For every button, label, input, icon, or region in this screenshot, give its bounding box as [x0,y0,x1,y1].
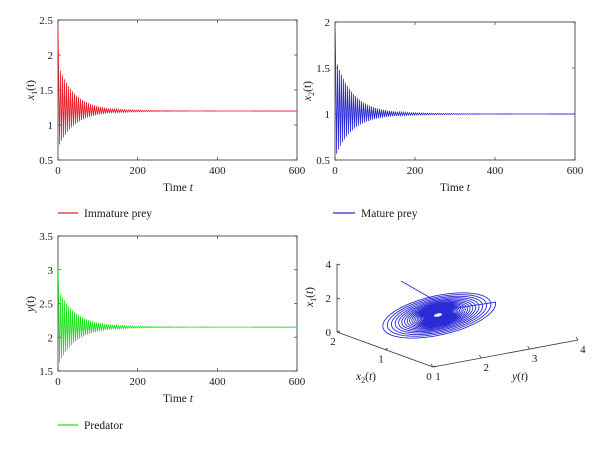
series-line-mature-prey [335,22,575,154]
y-tick-label: 1.5 [316,63,330,75]
y-tick-label: 1 [48,120,54,132]
x2-axis-label: x2(t) [355,371,376,385]
y-axis-label: y(t) [25,296,37,313]
x2-tick [384,348,389,350]
y-tick-label: 2.5 [39,15,53,27]
x1-tick [336,297,341,300]
y-tick-label: 0.5 [39,155,53,167]
y-tick-label: 2 [48,50,54,62]
tick-group: 0 200 400 600 1.5 2 2.5 3 3.5 [39,231,306,388]
y-tick [527,345,530,350]
y-tick-label: 2 [325,17,331,29]
legend-label: Immature prey [84,208,152,220]
x-axis-label: Time t [163,182,194,194]
x2-tick-label: 1 [378,354,384,366]
tick-group: 0 200 400 600 0.5 1 1.5 2 2.5 [39,15,306,177]
x-tick-label: 200 [129,165,146,177]
x-tick-label: 200 [407,165,424,177]
x2-tick [432,365,437,368]
y-tick-label: 3 [48,265,54,277]
x1-tick [336,263,341,266]
x-tick-label: 0 [332,165,338,177]
x1-tick [336,331,341,334]
x-tick-label: 0 [55,165,61,177]
y-tick [575,336,579,341]
y-tick-label: 1.5 [39,85,53,97]
panel-x2: 0 200 400 600 0.5 1 1.5 2 x2(t) Time t Mature p… [302,17,584,220]
x-tick-label: 0 [55,376,61,388]
y-tick-label: 1 [435,371,441,383]
y-tick-label: 1.5 [39,366,53,378]
x-tick-label: 600 [567,165,584,177]
x1-tick-label: 2 [326,293,332,305]
y-axis-label: y(t) [511,371,528,383]
z-axis-label: x1(t) [304,287,318,308]
x-tick-label: 200 [129,376,146,388]
phase-trajectory [382,280,497,339]
y-axis-label: x1(t) [25,80,39,101]
series-line-immature-prey [58,26,297,145]
y-tick-label: 3.5 [39,231,53,243]
panel-x1: 0 200 400 600 0.5 1 1.5 2 2.5 x1(t) Time t Immat… [25,15,306,220]
plot-frame [57,19,298,161]
legend-label: Predator [84,420,123,432]
x-tick-label: 600 [289,376,306,388]
x-tick-label: 400 [209,165,226,177]
x2-tick-label: 0 [426,371,432,383]
y-tick [430,363,434,368]
series-line-predator [58,266,297,363]
x-tick-label: 400 [209,376,226,388]
legend-label: Mature prey [361,208,418,220]
y-tick [479,354,482,359]
x1-tick-label: 0 [326,327,332,339]
y-axis [432,339,579,368]
y-tick-label: 1 [325,109,331,121]
y-tick-label: 2.5 [39,299,53,311]
y-tick-label: 2 [484,362,490,374]
x-tick-label: 600 [289,165,306,177]
y-tick-label: 3 [532,353,538,365]
tick-group: 0 200 400 600 0.5 1 1.5 2 [316,17,584,177]
x2-tick-label: 2 [330,336,336,348]
y-tick-label: 4 [580,344,586,356]
x-axis-label: Time t [163,393,194,405]
y-tick-label: 0.5 [316,155,330,167]
y-axis-label: x2(t) [302,81,316,102]
x1-tick-label: 4 [326,259,332,271]
y-tick-label: 2 [48,332,54,344]
x-axis-label: Time t [440,182,471,194]
plot-frame [334,21,576,161]
x-tick-label: 400 [487,165,504,177]
panel-y: 0 200 400 600 1.5 2 2.5 3 3.5 y(t) Time t Predat… [25,231,306,432]
plot-frame [57,235,298,372]
